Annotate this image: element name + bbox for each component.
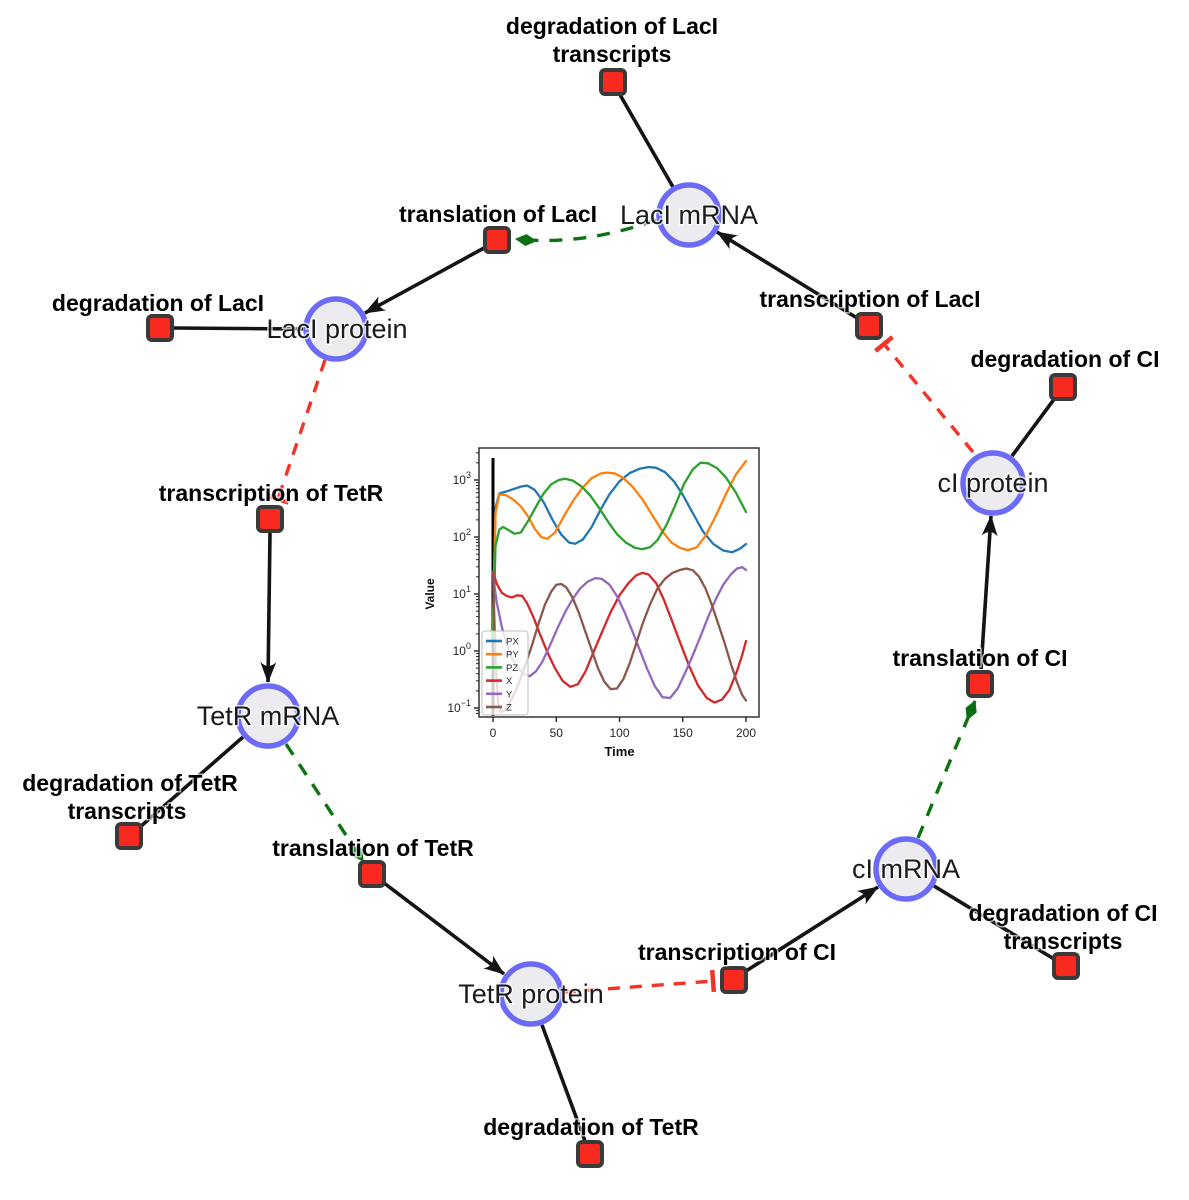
reaction-label-degradation-of-laci-transcripts-line1: degradation of LacI	[506, 13, 718, 39]
reaction-label-degradation-of-tetr-transcripts-line2: transcripts	[68, 798, 187, 824]
species-label-ci-protein: cI protein	[937, 468, 1048, 498]
chart-y-axis: 10−1 100 101 102 103	[447, 452, 479, 715]
edges	[138, 92, 1057, 1142]
reaction-node-transcription-of-laci	[855, 312, 883, 340]
edge-laci-protein-to-degradation-of-laci	[173, 326, 304, 331]
legend-label-Y: Y	[506, 689, 513, 700]
species-label-ci-mrna: cI mRNA	[852, 854, 960, 884]
reaction-node-transcription-of-ci	[720, 966, 748, 994]
species-node-tetr-protein	[498, 961, 564, 1027]
reaction-node-degradation-of-tetr-transcripts	[115, 822, 143, 850]
legend-label-PZ: PZ	[506, 663, 518, 674]
x-tick-label: 100	[609, 726, 629, 740]
species-node-tetr-mrna	[235, 683, 301, 749]
inset-timeseries-chart: 0 50 100 150 20010−1100101102103TimeValuePXP…	[423, 447, 760, 759]
edge-laci-protein-inhibits-transcription-of-tetr	[266, 359, 327, 505]
edge-transcription-of-ci-to-ci-mrna	[745, 885, 879, 973]
legend-label-PX: PX	[506, 637, 519, 648]
edge-translation-of-laci-to-laci-protein	[364, 246, 485, 315]
x-tick-label: 200	[736, 726, 756, 740]
reaction-label-translation-of-ci: translation of CI	[892, 645, 1067, 671]
reaction-label-transcription-of-laci: transcription of LacI	[759, 286, 980, 312]
reaction-node-translation-of-laci	[483, 226, 511, 254]
edge-tetr-mrna-to-degradation-of-tetr-transcripts	[138, 735, 245, 829]
edge-transcription-of-tetr-to-tetr-mrna	[260, 532, 277, 683]
species-node-ci-mrna	[873, 836, 939, 902]
series-PX-line	[491, 465, 748, 625]
reaction-node-degradation-of-laci	[146, 314, 174, 342]
reaction-label-degradation-of-laci-transcripts-line2: transcripts	[553, 41, 672, 67]
species-label-tetr-mrna: TetR mRNA	[197, 701, 340, 731]
species-node-laci-protein	[303, 296, 369, 362]
reaction-label-translation-of-tetr: translation of TetR	[272, 835, 474, 861]
reaction-node-degradation-of-tetr	[576, 1140, 604, 1168]
species-label-laci-mrna: LacI mRNA	[620, 200, 758, 230]
labels: LacI mRNA LacI protein TetR mRNA TetR pr…	[21, 12, 1161, 1142]
y-tick-label: 100	[453, 641, 471, 658]
y-tick-label: 103	[453, 470, 471, 487]
reaction-label-degradation-of-ci-transcripts-line2: transcripts	[1004, 928, 1123, 954]
edge-transcription-of-laci-to-laci-mrna	[716, 230, 858, 320]
reaction-label-degradation-of-tetr-transcripts-line1: degradation of TetR	[22, 770, 238, 796]
reaction-label-degradation-of-laci: degradation of LacI	[52, 290, 264, 316]
reaction-node-transcription-of-tetr	[256, 505, 284, 533]
reaction-label-translation-of-laci: translation of LacI	[399, 201, 597, 227]
legend-label-X: X	[506, 676, 513, 687]
edge-ci-protein-inhibits-transcription-of-laci	[874, 335, 975, 454]
reaction-label-transcription-of-tetr: transcription of TetR	[159, 480, 384, 506]
reaction-node-degradation-of-ci-transcripts	[1052, 952, 1080, 980]
series-X-line	[491, 570, 748, 704]
edge-ci-mrna-to-degradation-of-ci-transcripts	[933, 884, 1055, 961]
reaction-label-degradation-of-tetr: degradation of TetR	[483, 1114, 699, 1140]
legend-box	[481, 630, 529, 716]
y-tick-label: 102	[453, 527, 471, 544]
x-tick-label: 150	[673, 726, 693, 740]
x-tick-label: 50	[550, 726, 564, 740]
reaction-node-degradation-of-ci	[1049, 373, 1077, 401]
edge-translation-of-ci-to-ci-protein	[979, 515, 998, 670]
species-node-laci-mrna	[656, 182, 722, 248]
chart-x-axis-label: Time	[604, 744, 634, 759]
reaction-label-degradation-of-ci-transcripts-line1: degradation of CI	[968, 900, 1157, 926]
edge-tetr-protein-to-degradation-of-tetr	[540, 1024, 587, 1142]
edge-ci-protein-to-degradation-of-ci	[1010, 396, 1057, 458]
reaction-label-transcription-of-ci: transcription of CI	[638, 939, 836, 965]
y-tick-label: 101	[453, 584, 471, 601]
series-PZ-line	[491, 461, 748, 643]
edge-laci-mrna-to-degradation-of-laci-transcripts	[617, 92, 675, 188]
legend-label-PY: PY	[506, 650, 519, 661]
chart-legend: PX PY PZ XYZ	[481, 630, 529, 716]
reaction-node-translation-of-tetr	[358, 860, 386, 888]
legend-label-Z: Z	[506, 703, 512, 714]
x-tick-label: 0	[490, 726, 497, 740]
chart-x-axis: 0 50 100 150 200	[490, 717, 756, 740]
species-label-laci-protein: LacI protein	[266, 314, 407, 344]
reaction-label-degradation-of-ci: degradation of CI	[970, 346, 1159, 372]
reaction-node-translation-of-ci	[966, 670, 994, 698]
edge-translation-of-tetr-to-tetr-protein	[382, 881, 506, 976]
edge-ci-mrna-modifier-translation-of-ci	[916, 700, 977, 839]
edge-tetr-protein-inhibits-transcription-of-ci	[563, 969, 717, 994]
nodes	[115, 68, 1080, 1168]
species-label-tetr-protein: TetR protein	[458, 979, 604, 1009]
series-PY-line	[491, 459, 748, 635]
edge-laci-mrna-modifier-translation-of-laci	[515, 218, 657, 247]
chart-y-axis-label: Value	[423, 578, 437, 610]
species-node-ci-protein	[960, 450, 1026, 516]
reaction-node-degradation-of-laci-transcripts	[599, 68, 627, 96]
y-tick-label: 10−1	[447, 698, 471, 715]
